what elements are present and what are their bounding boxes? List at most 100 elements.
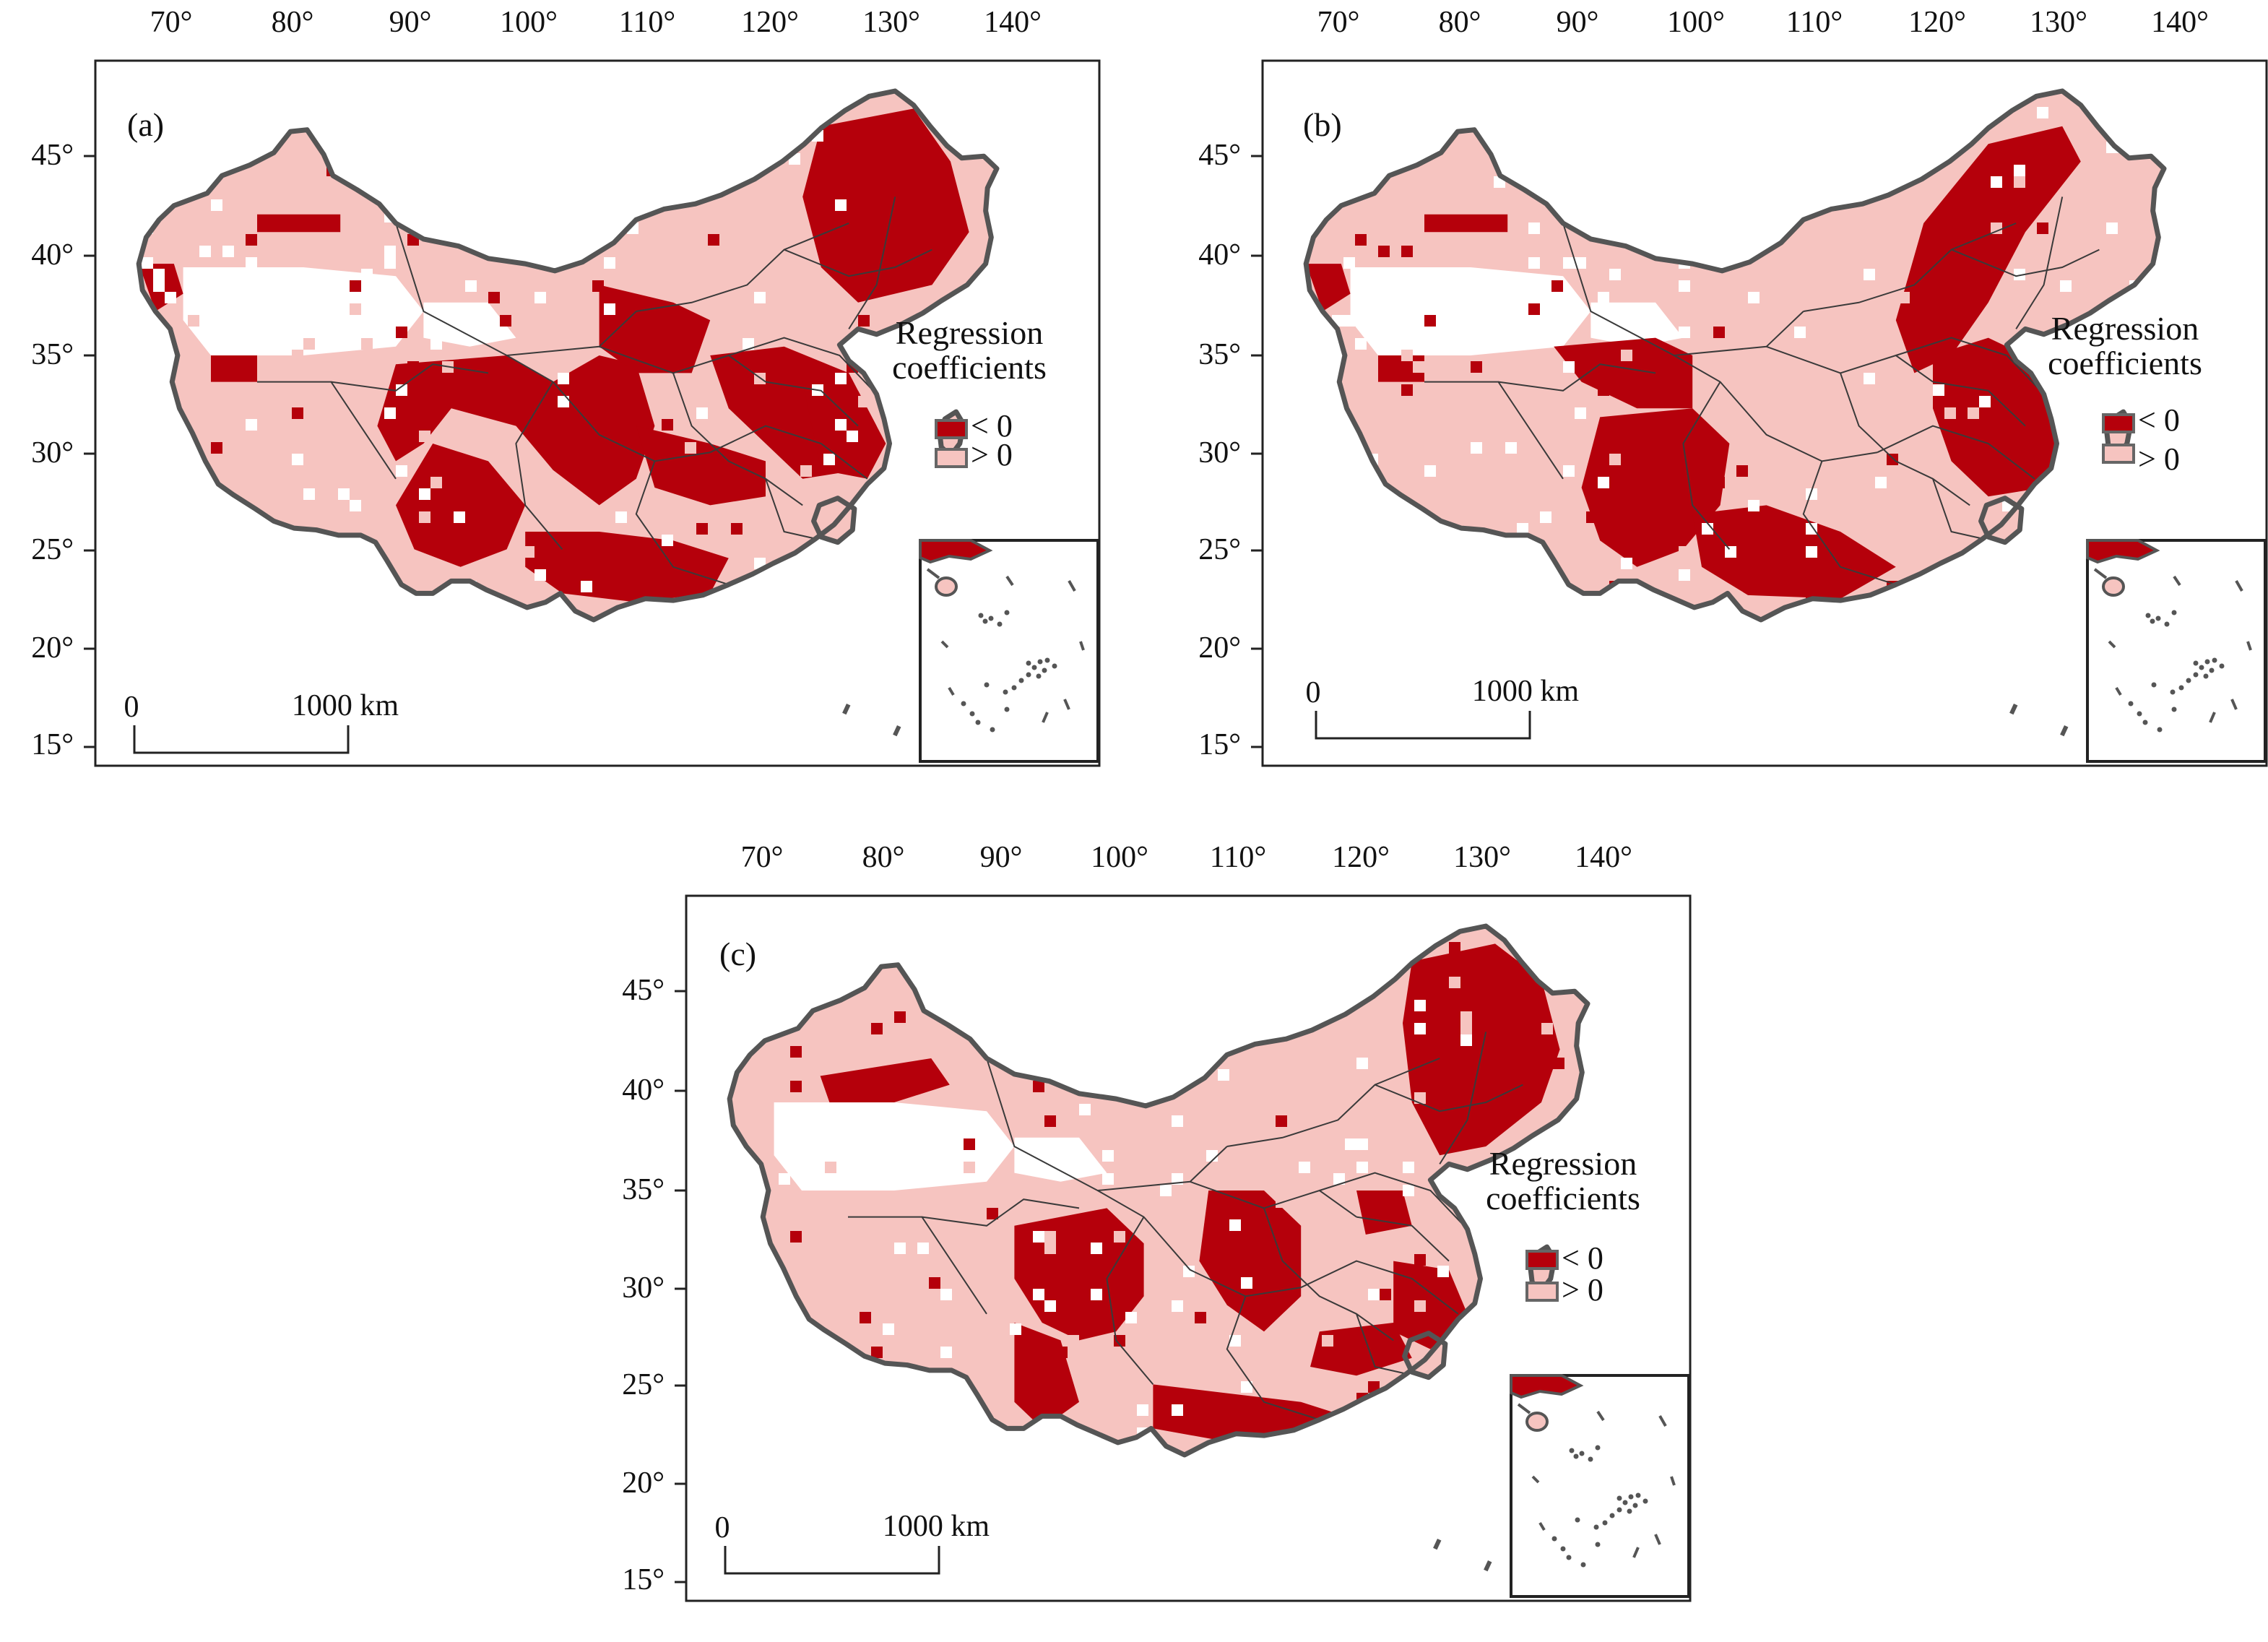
province-line <box>1895 337 2045 395</box>
province-line <box>257 381 397 480</box>
inset-boundary-dash <box>2246 641 2252 651</box>
positive-coefficient-area <box>730 926 1588 1455</box>
inset-island <box>1588 1456 1593 1462</box>
inset-island <box>2193 672 2199 678</box>
grid-cell <box>1343 257 1355 269</box>
grid-cell <box>407 361 419 373</box>
latitude-tick-labels: 45° 40° 35° 30° 25° 20° 15° <box>1198 139 1241 761</box>
legend-swatch-negative <box>1525 1250 1559 1270</box>
grid-cell <box>500 315 511 327</box>
grid-cell <box>1979 211 1991 222</box>
inset-island <box>2219 663 2225 669</box>
grid-cell <box>1563 465 1575 477</box>
inset-island <box>1579 1451 1585 1456</box>
lon-label-80: 80° <box>1439 6 1481 39</box>
china-map <box>727 923 1590 1572</box>
grid-cell <box>1414 1150 1426 1162</box>
grid-cell <box>790 1081 802 1092</box>
grid-cell <box>685 442 696 454</box>
inset-island <box>1622 1500 1628 1505</box>
grid-cell <box>1044 1231 1056 1243</box>
grid-cell <box>696 523 708 535</box>
grid-cell <box>894 1011 906 1023</box>
grid-cell <box>1414 1092 1426 1104</box>
inset-boundary-dash <box>2209 712 2216 723</box>
province-line <box>1226 1296 1320 1421</box>
inset-island <box>1616 1507 1622 1513</box>
inset-island <box>1616 1495 1622 1501</box>
inset-island <box>2145 613 2151 618</box>
map-panel-c: 70° 80° 90° 100° 110° 120° 130° 140° 45°… <box>622 841 1692 1602</box>
inset-island <box>1551 1536 1557 1542</box>
legend-title-line1: Regression <box>2051 310 2199 347</box>
grid-cell <box>836 1104 848 1115</box>
grid-cell <box>419 511 430 523</box>
grid-cell <box>153 280 165 292</box>
grid-cell <box>1563 361 1575 373</box>
grid-cell <box>627 361 639 373</box>
grid-cell <box>1125 1312 1137 1323</box>
inset-boundary-dash <box>1596 1410 1605 1422</box>
grid-cell <box>1736 419 1748 431</box>
grid-cell <box>1713 477 1725 488</box>
inset-island <box>1635 1492 1641 1498</box>
lat-label-20: 20° <box>1198 631 1241 665</box>
grid-cell <box>1021 1185 1033 1196</box>
grid-cell <box>1794 234 1806 246</box>
grid-cell <box>1864 373 1875 384</box>
grid-cell <box>534 569 546 581</box>
grid-cell <box>581 477 592 488</box>
grid-cell <box>1679 280 1690 292</box>
grid-cell <box>188 315 199 327</box>
inset-island <box>1052 663 1057 669</box>
legend-title-line1: Regression <box>896 314 1043 351</box>
grid-cell <box>823 454 835 465</box>
grid-cell <box>1460 1023 1472 1034</box>
grid-cell <box>2014 269 2025 280</box>
grid-cell <box>1333 1081 1345 1092</box>
grid-cell <box>673 442 685 454</box>
hainan-border <box>811 496 857 545</box>
lat-label-30: 30° <box>622 1271 665 1305</box>
grid-cell <box>929 1335 940 1347</box>
grid-cell <box>1033 1081 1044 1092</box>
inset-island <box>2209 667 2215 673</box>
grid-cell <box>523 546 534 558</box>
grid-cell <box>1413 361 1424 373</box>
lon-label-120: 120° <box>741 6 799 39</box>
map-fill <box>730 926 1588 1455</box>
grid-cell <box>1299 1162 1310 1173</box>
grid-cell <box>419 488 430 500</box>
grid-cell <box>1044 1115 1056 1127</box>
grid-cell <box>1044 1243 1056 1254</box>
grid-cell <box>1472 1092 1484 1104</box>
legend-label-positive: > 0 <box>2138 441 2180 477</box>
grid-cell <box>1378 246 1390 257</box>
inset-island <box>1004 707 1010 712</box>
boundary-dash <box>893 725 901 737</box>
inset-island <box>1569 1448 1575 1453</box>
lon-label-70: 70° <box>1317 6 1360 39</box>
inset-boundary-dash <box>2093 568 2108 579</box>
grid-cell <box>419 431 430 442</box>
grid-cell <box>604 303 615 315</box>
grid-cell <box>790 1231 802 1243</box>
grid-cell <box>1380 1034 1391 1046</box>
negative-coefficient-area <box>820 1058 950 1102</box>
grid-cell <box>292 407 303 419</box>
grid-cell <box>1091 1289 1102 1300</box>
legend-label-negative: < 0 <box>2138 402 2180 438</box>
grid-cell <box>1933 384 1944 396</box>
lat-label-40: 40° <box>622 1073 665 1107</box>
no-data-area <box>774 1102 1015 1191</box>
grid-cell <box>350 500 361 511</box>
grid-cell <box>1229 1219 1241 1231</box>
inset-island <box>961 701 966 707</box>
grid-cell <box>1736 465 1748 477</box>
inset-hainan <box>935 576 958 597</box>
grid-cell <box>1021 1150 1033 1162</box>
inset-island <box>2142 720 2148 725</box>
lon-label-90: 90° <box>980 841 1023 874</box>
legend: Regression coefficients < 0 > 0 <box>2048 310 2202 477</box>
inset-island <box>2164 621 2170 627</box>
